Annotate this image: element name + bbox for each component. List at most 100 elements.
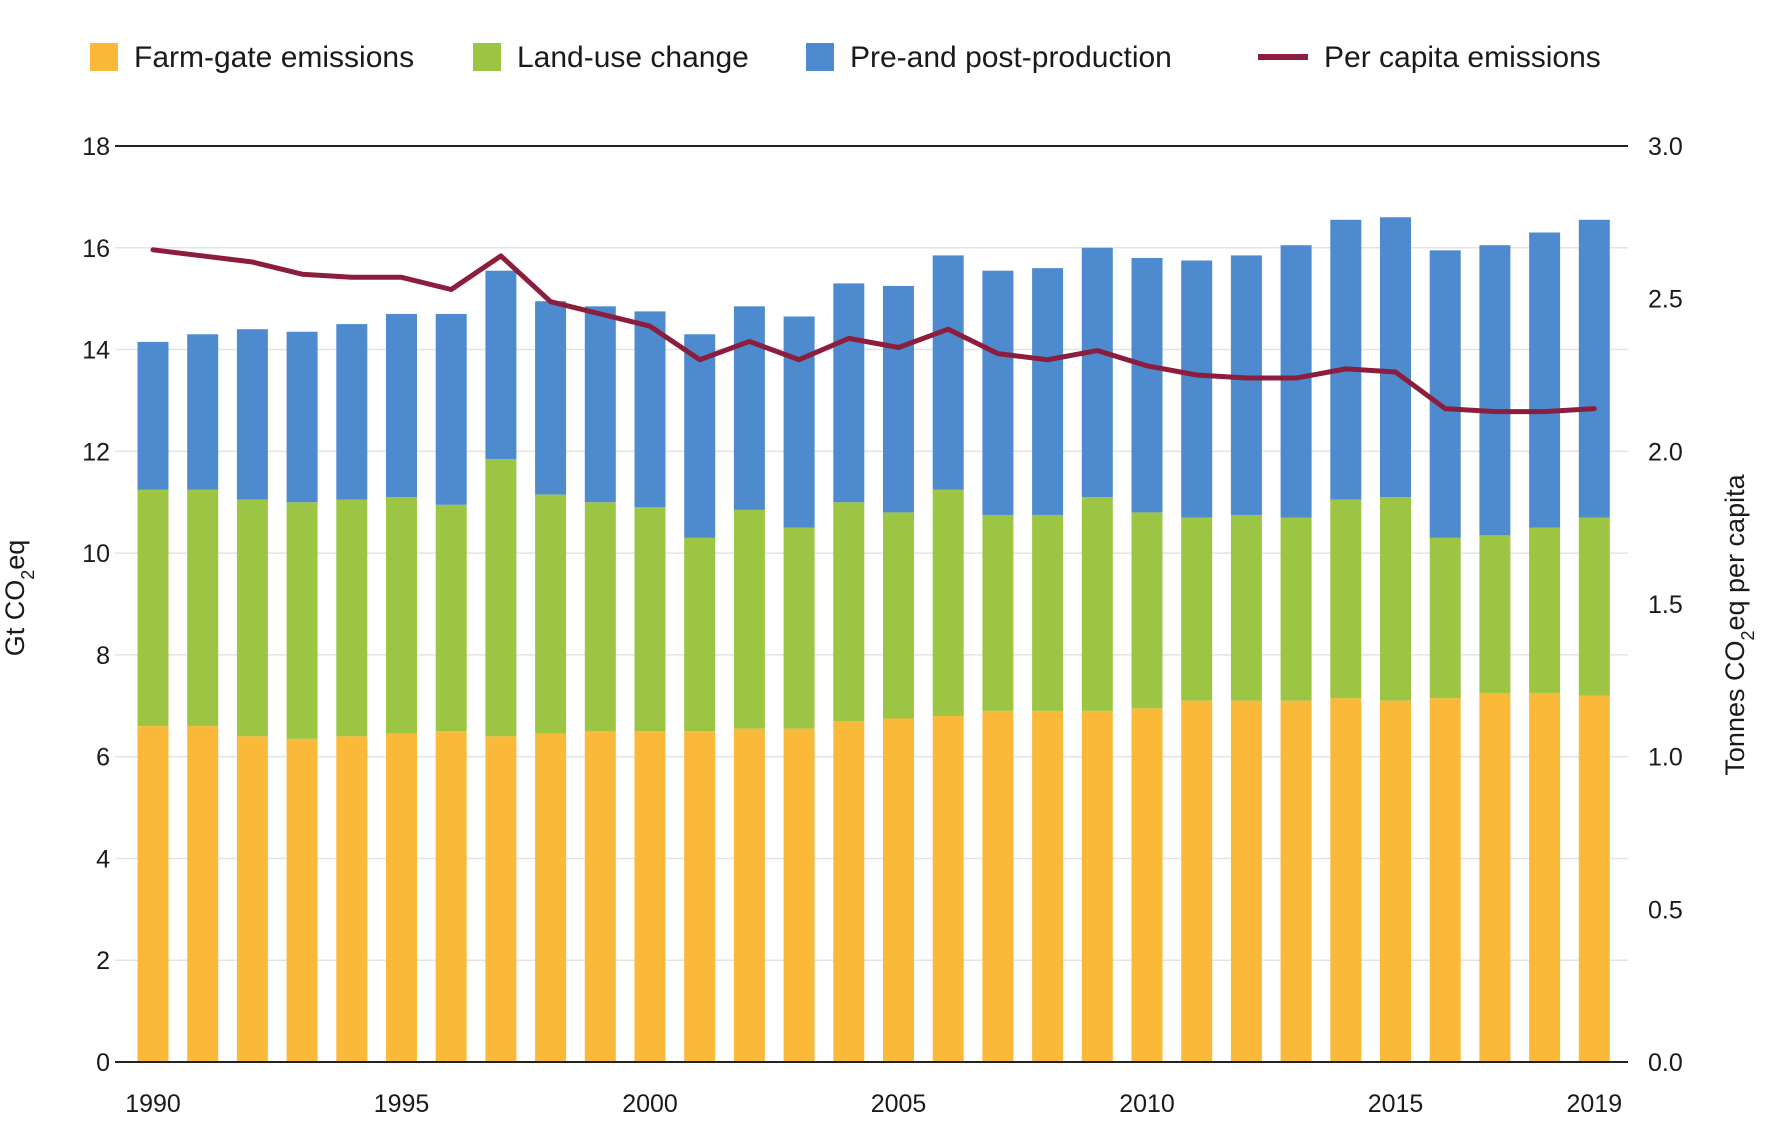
bar-farm-gate-emissions-2006 xyxy=(932,715,964,1062)
bar-farm-gate-emissions-2018 xyxy=(1529,693,1561,1062)
x-tick-label: 2010 xyxy=(1119,1090,1175,1118)
bar-farm-gate-emissions-1996 xyxy=(435,731,467,1062)
bar-pre-and-post-production-2003 xyxy=(783,316,815,528)
legend-label: Land-use change xyxy=(517,41,749,74)
x-tick-label: 2005 xyxy=(871,1090,927,1118)
bar-pre-and-post-production-2015 xyxy=(1380,217,1411,498)
legend-swatch xyxy=(90,43,118,71)
bar-pre-and-post-production-2013 xyxy=(1280,245,1312,518)
bar-land-use-change-2016 xyxy=(1429,537,1461,699)
bar-pre-and-post-production-2010 xyxy=(1131,257,1163,513)
y2-axis-title: Tonnes CO2eq per capita xyxy=(1720,473,1758,775)
legend-item-2: Pre-and post-production xyxy=(806,41,1172,74)
y2-tick-label: 2.5 xyxy=(1648,286,1683,314)
bar-farm-gate-emissions-1994 xyxy=(336,736,368,1062)
per-capita-line-series xyxy=(150,247,1597,415)
y-tick-label: 2 xyxy=(96,947,110,975)
bar-land-use-change-2009 xyxy=(1081,497,1113,711)
bar-farm-gate-emissions-2004 xyxy=(833,721,865,1062)
y-tick-label: 6 xyxy=(96,744,110,772)
y2-tick-label: 0.0 xyxy=(1648,1049,1683,1077)
legend-label: Farm-gate emissions xyxy=(134,41,414,74)
bar-pre-and-post-production-1991 xyxy=(187,334,219,490)
bar-land-use-change-2000 xyxy=(634,507,666,732)
legend-label: Pre-and post-production xyxy=(850,41,1172,74)
bar-land-use-change-1994 xyxy=(336,499,368,737)
bar-land-use-change-1999 xyxy=(584,502,616,732)
bar-farm-gate-emissions-2016 xyxy=(1429,698,1461,1062)
bar-land-use-change-1997 xyxy=(485,458,517,737)
bar-land-use-change-2001 xyxy=(684,537,716,732)
bar-land-use-change-2005 xyxy=(883,512,914,719)
bar-farm-gate-emissions-1992 xyxy=(236,736,268,1062)
bar-land-use-change-2017 xyxy=(1479,535,1511,694)
legend-label: Per capita emissions xyxy=(1324,41,1601,74)
bar-land-use-change-2007 xyxy=(982,514,1014,711)
y2-tick-label: 1.5 xyxy=(1648,591,1683,619)
bar-pre-and-post-production-1997 xyxy=(485,270,517,459)
bar-pre-and-post-production-2011 xyxy=(1181,260,1213,518)
bar-land-use-change-1990 xyxy=(137,489,169,727)
bar-farm-gate-emissions-2003 xyxy=(783,728,815,1062)
bar-land-use-change-2006 xyxy=(932,489,964,716)
bar-pre-and-post-production-2006 xyxy=(932,255,964,490)
bar-pre-and-post-production-1990 xyxy=(137,341,169,490)
x-tick-label: 1995 xyxy=(374,1090,430,1118)
bar-land-use-change-2003 xyxy=(783,527,815,729)
legend: Farm-gate emissions Land-use change Pre-an… xyxy=(90,41,1601,74)
bar-farm-gate-emissions-2000 xyxy=(634,731,666,1062)
bar-pre-and-post-production-2004 xyxy=(833,283,865,503)
bar-farm-gate-emissions-1999 xyxy=(584,731,616,1062)
x-tick-label: 1990 xyxy=(125,1090,181,1118)
bar-pre-and-post-production-2002 xyxy=(733,306,765,510)
bar-farm-gate-emissions-2017 xyxy=(1479,693,1511,1062)
bar-farm-gate-emissions-2008 xyxy=(1032,710,1064,1062)
bar-farm-gate-emissions-1997 xyxy=(485,736,517,1062)
bar-land-use-change-2013 xyxy=(1280,517,1312,701)
x-tick-label: 2015 xyxy=(1368,1090,1424,1118)
bar-land-use-change-2018 xyxy=(1529,527,1561,694)
bar-land-use-change-1992 xyxy=(236,499,268,737)
bar-land-use-change-1995 xyxy=(386,497,417,734)
bar-farm-gate-emissions-2010 xyxy=(1131,708,1163,1062)
y-tick-label: 10 xyxy=(82,540,110,568)
bar-land-use-change-2010 xyxy=(1131,512,1163,709)
y-tick-label: 18 xyxy=(82,133,110,161)
bar-land-use-change-2011 xyxy=(1181,517,1213,701)
bar-pre-and-post-production-2008 xyxy=(1032,268,1064,515)
y-tick-label: 14 xyxy=(82,337,110,365)
bar-pre-and-post-production-2009 xyxy=(1081,247,1113,498)
y2-tick-label: 2.0 xyxy=(1648,438,1683,466)
bar-pre-and-post-production-2017 xyxy=(1479,245,1511,536)
y-tick-label: 12 xyxy=(82,438,110,466)
x-tick-label: 2000 xyxy=(622,1090,678,1118)
bar-farm-gate-emissions-2014 xyxy=(1330,698,1362,1062)
bar-farm-gate-emissions-2012 xyxy=(1230,700,1262,1062)
bar-pre-and-post-production-2007 xyxy=(982,270,1014,515)
bar-farm-gate-emissions-2009 xyxy=(1081,710,1113,1062)
bar-farm-gate-emissions-2019 xyxy=(1578,695,1610,1062)
bar-farm-gate-emissions-1998 xyxy=(535,733,567,1062)
y-tick-label: 4 xyxy=(96,845,110,873)
axes: 0 2 4 6 8 10 12 14 16 18 0.0 0.5 1.0 1.5 2.0 2.5 3.0 1990… xyxy=(0,133,1758,1118)
legend-item-3: Per capita emissions xyxy=(1258,41,1601,74)
x-tick-label: 2019 xyxy=(1566,1090,1622,1118)
legend-swatch xyxy=(473,43,501,71)
legend-item-1: Land-use change xyxy=(473,41,749,74)
bar-farm-gate-emissions-1991 xyxy=(187,726,219,1062)
bar-land-use-change-2008 xyxy=(1032,514,1064,711)
y-tick-label: 0 xyxy=(96,1049,110,1077)
bar-pre-and-post-production-1996 xyxy=(435,313,467,505)
per-capita-line xyxy=(150,247,1597,415)
bar-pre-and-post-production-1998 xyxy=(535,301,567,495)
bar-pre-and-post-production-2005 xyxy=(883,285,914,513)
bar-farm-gate-emissions-1993 xyxy=(286,738,318,1062)
bar-land-use-change-1993 xyxy=(286,502,318,739)
bar-pre-and-post-production-2001 xyxy=(684,334,716,538)
bar-land-use-change-2014 xyxy=(1330,499,1362,699)
bar-pre-and-post-production-1995 xyxy=(386,313,417,498)
bar-land-use-change-1996 xyxy=(435,504,467,732)
bar-farm-gate-emissions-2002 xyxy=(733,728,765,1062)
bar-land-use-change-1991 xyxy=(187,489,219,727)
bar-pre-and-post-production-2000 xyxy=(634,311,666,508)
